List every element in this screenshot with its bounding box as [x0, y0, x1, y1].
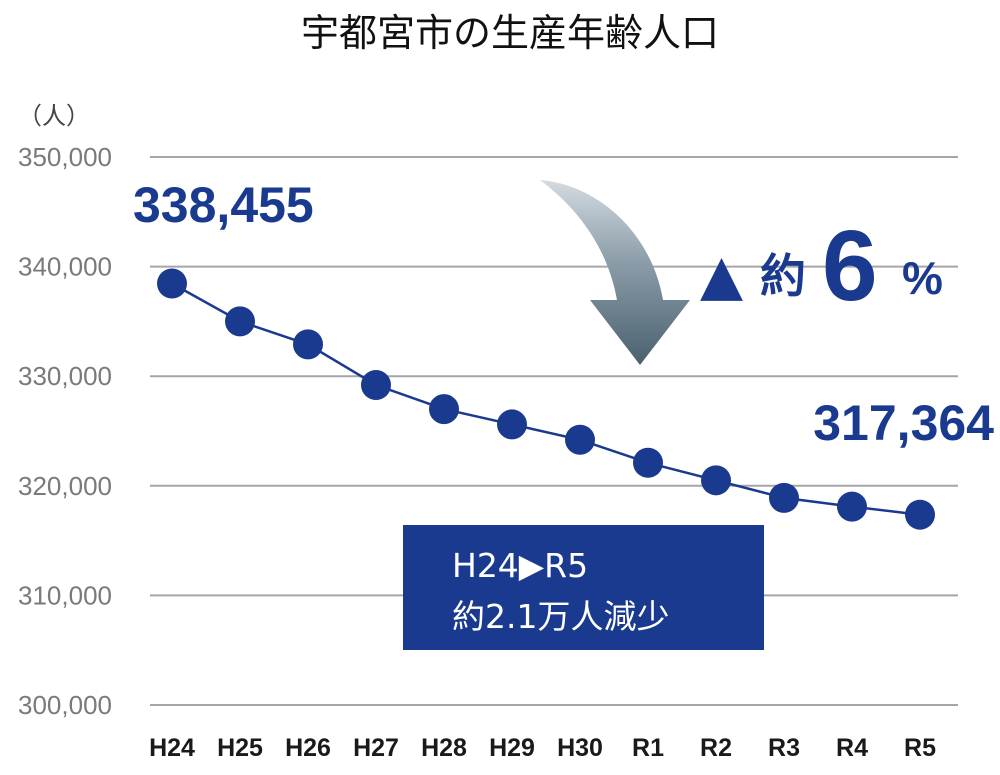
x-tick-label: R2	[700, 734, 732, 762]
x-tick-label: H24	[149, 734, 195, 762]
data-point	[769, 482, 799, 513]
y-tick-label: 320,000	[18, 471, 112, 501]
x-tick-label: R4	[836, 734, 868, 762]
x-tick-label: R1	[632, 734, 664, 762]
data-point	[565, 424, 595, 455]
y-tick-label: 300,000	[18, 690, 112, 720]
data-point	[361, 369, 391, 400]
grid	[150, 156, 958, 706]
series-line	[171, 282, 921, 516]
x-tick-label: H26	[285, 734, 331, 762]
x-tick-label: R3	[768, 734, 800, 762]
x-tick-label: R5	[904, 734, 936, 762]
data-point	[429, 394, 459, 425]
data-point	[293, 329, 323, 360]
change-prefix: 約	[760, 249, 806, 303]
y-tick-label: 330,000	[18, 361, 112, 391]
data-point	[497, 409, 527, 440]
decrease-arrow	[540, 180, 690, 365]
data-point	[157, 268, 187, 299]
data-point	[701, 465, 731, 496]
chart-title: 宇都宮市の生産年齢人口	[301, 11, 719, 55]
x-tick-label: H28	[421, 734, 467, 762]
data-points	[157, 268, 935, 530]
x-tick-label: H30	[557, 734, 603, 762]
x-tick-label: H29	[489, 734, 535, 762]
data-point	[905, 499, 935, 530]
summary-line-2: 約2.1万人減少	[452, 597, 669, 636]
y-axis-ticks: 300,000 310,000 320,000 330,000 340,000 350,0…	[18, 142, 112, 720]
change-annotation: ▲ 約 6 %	[700, 210, 943, 322]
y-tick-label: 340,000	[18, 252, 112, 282]
x-tick-label: H25	[217, 734, 263, 762]
end-value-label: 317,364	[813, 395, 994, 451]
x-axis-ticks: H24 H25 H26 H27 H28 H29 H30 R1 R2 R3 R4 R5	[149, 734, 936, 762]
data-point	[225, 306, 255, 337]
summary-box-background	[403, 525, 764, 650]
summary-line-1: H24▶R5	[452, 546, 588, 585]
down-triangle-icon: ▲	[700, 243, 743, 308]
y-axis-unit: （人）	[18, 102, 90, 130]
data-point	[837, 491, 867, 522]
y-tick-label: 310,000	[18, 580, 112, 610]
start-value-label: 338,455	[133, 177, 314, 233]
summary-box: H24▶R5 約2.1万人減少	[403, 525, 764, 650]
data-point	[633, 447, 663, 478]
y-tick-label: 350,000	[18, 142, 112, 172]
change-suffix: %	[902, 252, 943, 304]
x-tick-label: H27	[353, 734, 399, 762]
change-value: 6	[822, 210, 878, 322]
